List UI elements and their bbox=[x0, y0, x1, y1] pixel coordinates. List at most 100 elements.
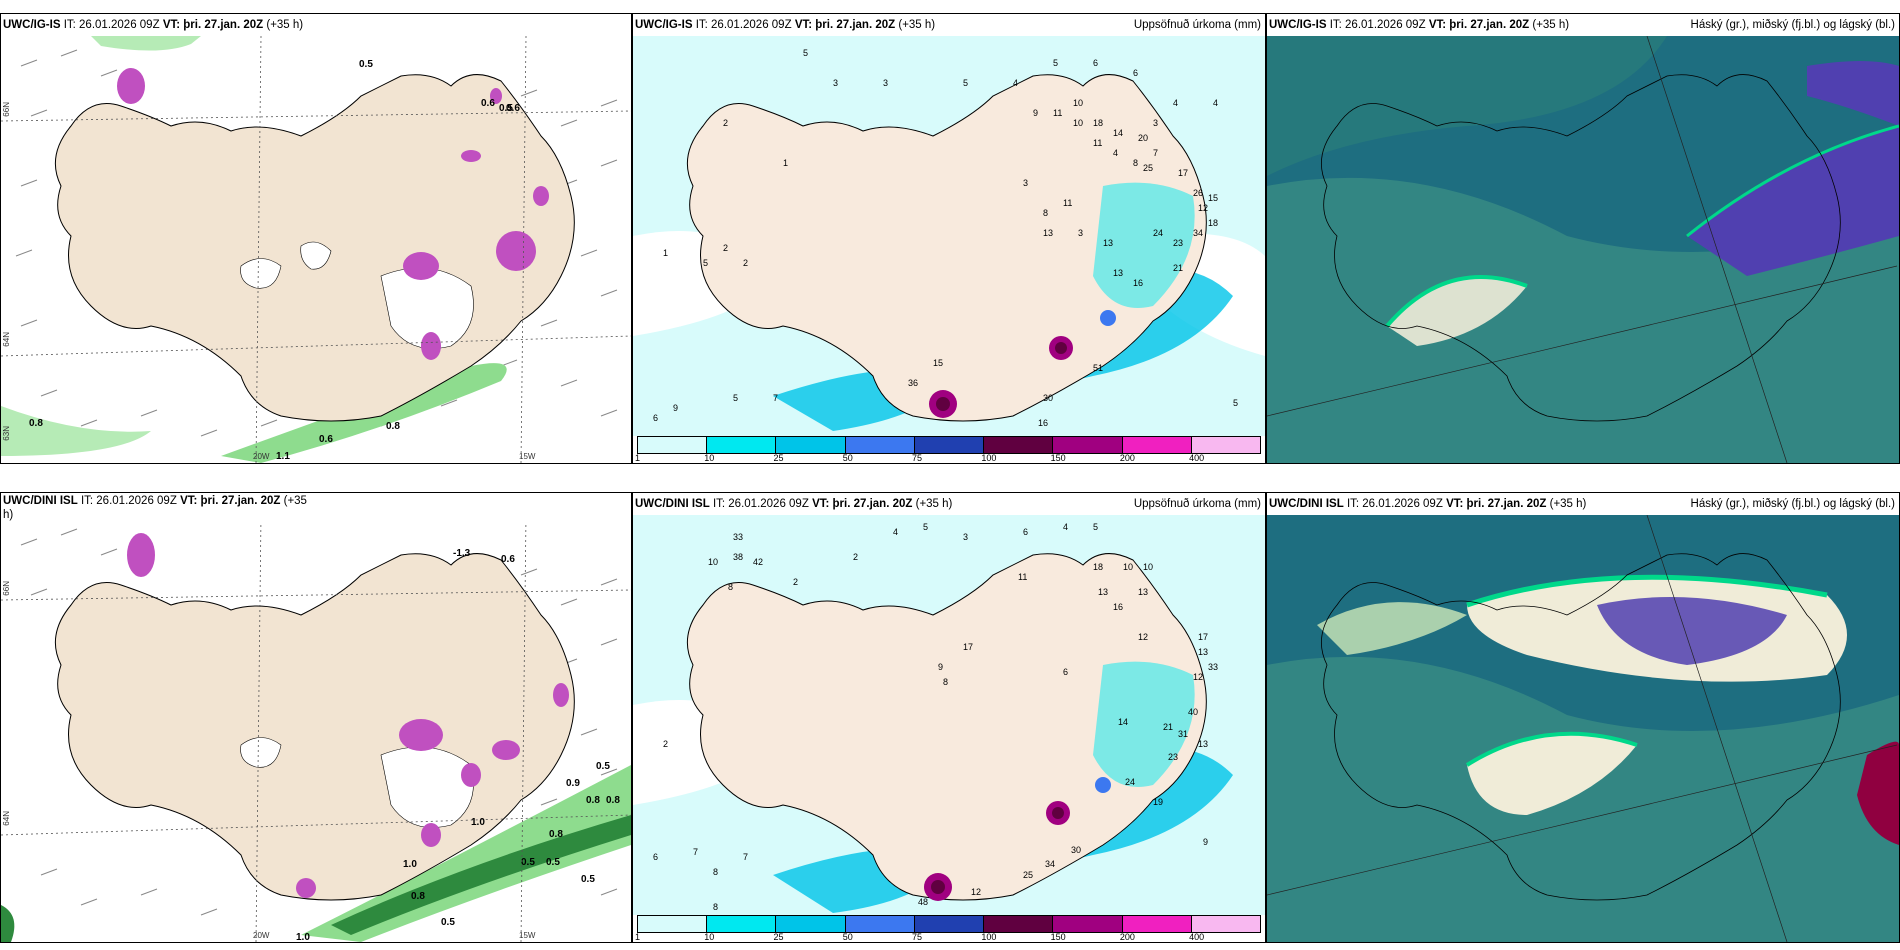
panel-bottom-mid-precip-map: UWC/DINI ISL IT: 26.01.2026 09Z VT: þri.… bbox=[632, 492, 1266, 943]
isoline-label: 0.5 bbox=[499, 103, 513, 114]
wind-precip-map: 0.5 0.6 0.5 0.6 0.8 0.6 0.8 1.1 bbox=[1, 36, 631, 463]
colorbar-tick: 25 bbox=[773, 932, 784, 942]
svg-text:15: 15 bbox=[933, 358, 943, 368]
svg-text:51: 51 bbox=[1093, 363, 1103, 373]
svg-text:17: 17 bbox=[1178, 168, 1188, 178]
lat-label: 66N bbox=[2, 581, 11, 596]
isoline-label: -1.3 bbox=[453, 548, 471, 559]
isoline-label: 0.5 bbox=[521, 857, 535, 868]
svg-text:3: 3 bbox=[963, 532, 968, 542]
precip-blobs bbox=[117, 68, 549, 360]
svg-text:2: 2 bbox=[743, 258, 748, 268]
svg-text:9: 9 bbox=[673, 403, 678, 413]
isoline-label: 0.9 bbox=[566, 778, 580, 789]
svg-text:16: 16 bbox=[1133, 278, 1143, 288]
isoline-label: 0.6 bbox=[501, 554, 515, 565]
isoline-label: 0.8 bbox=[386, 421, 400, 432]
svg-text:33: 33 bbox=[733, 532, 743, 542]
svg-text:5: 5 bbox=[1053, 58, 1058, 68]
svg-text:16: 16 bbox=[1113, 602, 1123, 612]
isoline-label: 1.0 bbox=[403, 859, 417, 870]
svg-text:7: 7 bbox=[743, 852, 748, 862]
svg-text:12: 12 bbox=[1138, 632, 1148, 642]
precip-values: 4 5 3 6 4 5 33 10 38 42 2 2 8 11 18 10 1… bbox=[653, 522, 1218, 912]
svg-text:18: 18 bbox=[1208, 218, 1218, 228]
svg-text:17: 17 bbox=[963, 642, 973, 652]
svg-text:2: 2 bbox=[663, 739, 668, 749]
panel-title: UWC/IG-IS IT: 26.01.2026 09Z VT: þri. 27… bbox=[1267, 14, 1899, 36]
svg-text:18: 18 bbox=[1093, 118, 1103, 128]
svg-text:6: 6 bbox=[1063, 667, 1068, 677]
colorbar-tick: 75 bbox=[912, 932, 923, 942]
colorbar-tick: 10 bbox=[704, 453, 715, 463]
isoline-label: 0.5 bbox=[596, 761, 610, 772]
colorbar-tick: 150 bbox=[1050, 453, 1066, 463]
svg-text:19: 19 bbox=[1153, 797, 1163, 807]
svg-text:10: 10 bbox=[708, 557, 718, 567]
svg-text:8: 8 bbox=[1133, 158, 1138, 168]
svg-text:4: 4 bbox=[1063, 522, 1068, 532]
svg-text:8: 8 bbox=[713, 902, 718, 912]
iceland-coast bbox=[1321, 74, 1841, 422]
isoline-label: 0.6 bbox=[319, 434, 333, 445]
svg-text:18: 18 bbox=[1093, 562, 1103, 572]
colorbar-tick: 1 bbox=[635, 453, 641, 463]
svg-text:9: 9 bbox=[1203, 837, 1208, 847]
lon-label: 15W bbox=[519, 452, 536, 461]
svg-text:11: 11 bbox=[1018, 572, 1027, 582]
colorbar-tick: 100 bbox=[981, 932, 997, 942]
svg-text:2: 2 bbox=[723, 118, 728, 128]
svg-text:40: 40 bbox=[1188, 707, 1198, 717]
precip-map: 5 3 3 5 4 5 6 6 4 4 9 11 10 10 18 3 4 8 … bbox=[633, 36, 1265, 436]
iceland-land bbox=[686, 553, 1207, 901]
svg-text:4: 4 bbox=[1213, 98, 1218, 108]
svg-text:6: 6 bbox=[653, 852, 658, 862]
isoline-label: 0.8 bbox=[606, 795, 620, 806]
svg-text:3: 3 bbox=[833, 78, 838, 88]
panel-title: UWC/DINI ISL IT: 26.01.2026 09Z VT: þri.… bbox=[633, 493, 1265, 515]
svg-text:11: 11 bbox=[1053, 108, 1062, 118]
svg-text:16: 16 bbox=[1038, 418, 1048, 428]
lon-label: 15W bbox=[519, 931, 536, 940]
panel-title: UWC/DINI ISL IT: 26.01.2026 09Z VT: þri.… bbox=[1, 493, 631, 523]
svg-text:5: 5 bbox=[733, 393, 738, 403]
svg-text:6: 6 bbox=[1023, 527, 1028, 537]
svg-text:5: 5 bbox=[963, 78, 968, 88]
svg-text:36: 36 bbox=[908, 378, 918, 388]
svg-text:24: 24 bbox=[1153, 228, 1163, 238]
precip-values: 5 3 3 5 4 5 6 6 4 4 9 11 10 10 18 3 4 8 … bbox=[653, 48, 1238, 428]
svg-text:13: 13 bbox=[1043, 228, 1053, 238]
panel-bottom-left-wind-map: UWC/DINI ISL IT: 26.01.2026 09Z VT: þri.… bbox=[0, 492, 632, 943]
svg-text:23: 23 bbox=[1168, 752, 1178, 762]
svg-text:48: 48 bbox=[918, 897, 928, 907]
svg-text:26: 26 bbox=[1193, 188, 1203, 198]
colorbar-tick: 200 bbox=[1119, 932, 1135, 942]
svg-text:6: 6 bbox=[1133, 68, 1138, 78]
svg-text:13: 13 bbox=[1138, 587, 1148, 597]
isoline-label: 0.8 bbox=[586, 795, 600, 806]
svg-text:1: 1 bbox=[783, 158, 788, 168]
svg-text:3: 3 bbox=[883, 78, 888, 88]
svg-text:5: 5 bbox=[703, 258, 708, 268]
lon-label: 20W bbox=[253, 452, 270, 461]
svg-text:3: 3 bbox=[1153, 118, 1158, 128]
svg-text:25: 25 bbox=[1143, 163, 1153, 173]
svg-text:23: 23 bbox=[1173, 238, 1183, 248]
svg-text:4: 4 bbox=[1013, 78, 1018, 88]
colorbar-tick: 100 bbox=[981, 453, 997, 463]
svg-text:6: 6 bbox=[1093, 58, 1098, 68]
isoline-label: 0.6 bbox=[506, 103, 520, 114]
panel-top-right-cloud-map: UWC/IG-IS IT: 26.01.2026 09Z VT: þri. 27… bbox=[1266, 13, 1900, 464]
svg-text:25: 25 bbox=[1023, 870, 1033, 880]
svg-text:12: 12 bbox=[971, 887, 981, 897]
svg-text:2: 2 bbox=[723, 243, 728, 253]
svg-text:14: 14 bbox=[1113, 128, 1123, 138]
panel-title: UWC/DINI ISL IT: 26.01.2026 09Z VT: þri.… bbox=[1267, 493, 1899, 515]
colorbar-tick: 400 bbox=[1189, 932, 1205, 942]
svg-text:9: 9 bbox=[1033, 108, 1038, 118]
svg-text:20: 20 bbox=[1138, 133, 1148, 143]
svg-text:3: 3 bbox=[1078, 228, 1083, 238]
svg-text:8: 8 bbox=[943, 677, 948, 687]
isoline-label: 0.8 bbox=[29, 418, 43, 429]
svg-text:4: 4 bbox=[1113, 148, 1118, 158]
